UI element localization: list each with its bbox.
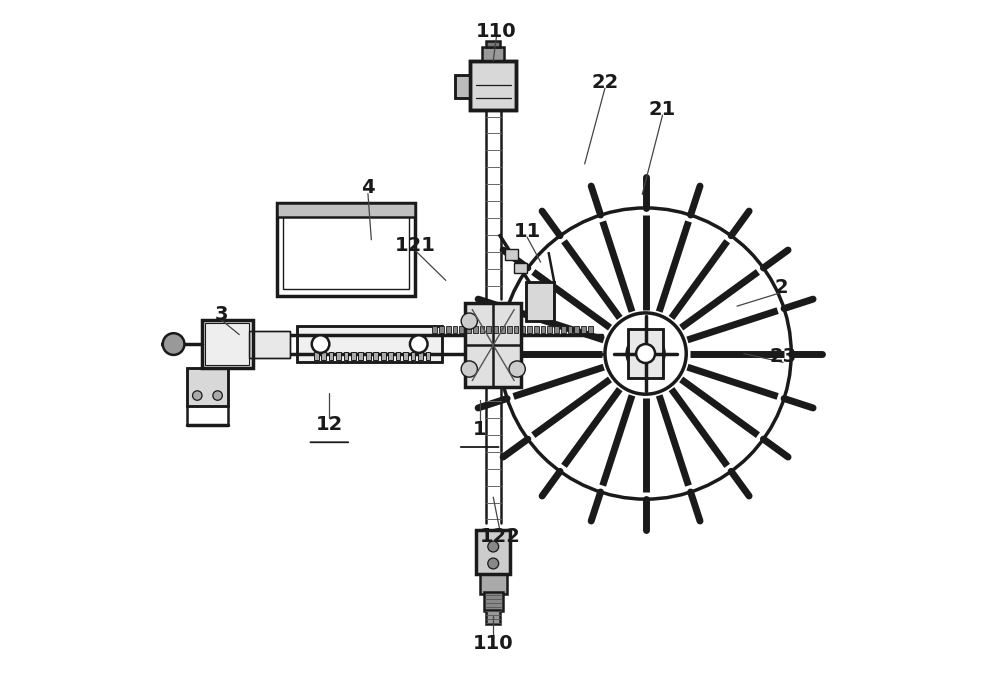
Bar (403, 352, 408, 360)
Bar (534, 326, 539, 333)
Bar (202, 320, 253, 369)
Circle shape (509, 361, 525, 377)
Bar (547, 326, 552, 333)
Text: 23: 23 (770, 347, 797, 367)
Bar (514, 262, 527, 273)
Text: 110: 110 (476, 22, 517, 41)
Bar (581, 326, 586, 333)
Bar (277, 203, 415, 296)
Bar (187, 369, 228, 406)
Circle shape (410, 335, 428, 353)
Bar (314, 352, 319, 360)
Bar (628, 329, 663, 378)
Bar (396, 352, 400, 360)
Text: 121: 121 (395, 236, 436, 255)
Bar (480, 326, 484, 333)
Bar (465, 303, 521, 388)
Bar (520, 326, 525, 333)
Circle shape (461, 313, 477, 329)
Bar (507, 326, 512, 333)
Text: 22: 22 (591, 73, 619, 92)
Bar (366, 352, 371, 360)
Bar (554, 326, 559, 333)
Bar (459, 326, 464, 333)
Bar (455, 75, 470, 97)
Bar (439, 326, 444, 333)
Bar (373, 352, 378, 360)
Bar (336, 352, 341, 360)
Bar (541, 326, 545, 333)
Bar (453, 326, 457, 333)
Text: 1: 1 (473, 420, 486, 439)
Circle shape (488, 558, 499, 569)
Bar (482, 48, 504, 61)
Bar (476, 530, 510, 574)
Bar (568, 326, 572, 333)
Circle shape (213, 391, 222, 401)
Bar (344, 352, 348, 360)
Circle shape (636, 344, 655, 363)
Circle shape (461, 361, 477, 377)
Bar (202, 320, 253, 369)
Text: 122: 122 (480, 527, 520, 546)
Bar (388, 352, 393, 360)
Bar (446, 326, 451, 333)
Bar (358, 352, 363, 360)
Bar (500, 326, 505, 333)
Bar (486, 609, 500, 624)
Text: 110: 110 (473, 634, 514, 653)
Text: 21: 21 (649, 100, 676, 119)
Circle shape (163, 333, 184, 355)
Text: 4: 4 (361, 178, 375, 197)
Bar (432, 326, 437, 333)
Bar (486, 41, 500, 48)
Bar (574, 326, 579, 333)
Bar (484, 592, 503, 611)
Bar (249, 330, 290, 358)
Bar (526, 282, 554, 321)
Text: 12: 12 (316, 415, 343, 434)
Bar (480, 574, 507, 594)
Bar (473, 326, 478, 333)
Text: 3: 3 (214, 305, 228, 324)
Bar (486, 326, 491, 333)
Bar (470, 61, 516, 109)
Circle shape (488, 541, 499, 552)
Text: 11: 11 (513, 222, 541, 241)
Bar (466, 326, 471, 333)
Bar (426, 352, 430, 360)
Bar (514, 326, 518, 333)
Bar (297, 326, 442, 362)
Bar (418, 352, 423, 360)
Bar (381, 352, 386, 360)
Bar (321, 352, 326, 360)
Bar (476, 530, 510, 574)
Bar (628, 329, 663, 378)
Bar (455, 75, 470, 97)
Bar (588, 326, 593, 333)
Circle shape (312, 335, 329, 353)
Bar (561, 326, 566, 333)
Bar (465, 303, 521, 388)
Bar (205, 323, 249, 365)
Bar (297, 326, 442, 362)
Bar (351, 352, 356, 360)
Bar (283, 209, 409, 289)
Circle shape (627, 335, 665, 373)
Bar (470, 61, 516, 109)
Bar (187, 369, 228, 406)
Bar (526, 282, 554, 321)
Bar (329, 352, 333, 360)
Bar (411, 352, 415, 360)
Bar (505, 249, 518, 260)
Text: 2: 2 (774, 277, 788, 296)
Bar (493, 326, 498, 333)
Bar (249, 330, 290, 358)
Circle shape (193, 391, 202, 401)
Bar (527, 326, 532, 333)
Bar (277, 203, 415, 218)
